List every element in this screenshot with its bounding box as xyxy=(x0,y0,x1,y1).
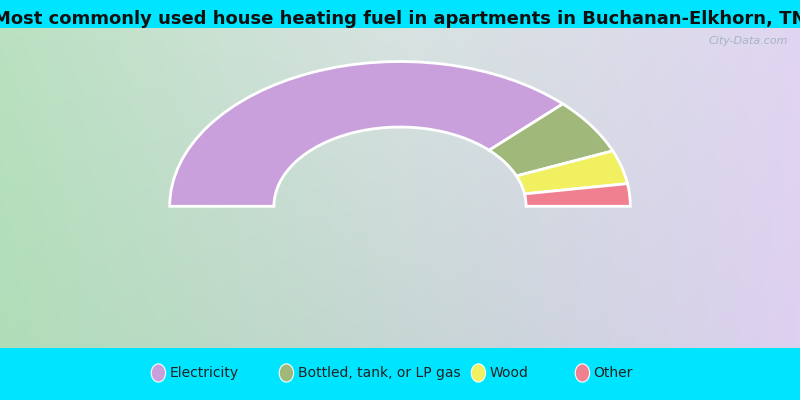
Wedge shape xyxy=(525,184,630,206)
Wedge shape xyxy=(489,104,613,176)
Ellipse shape xyxy=(151,364,166,382)
Wedge shape xyxy=(170,62,563,206)
Ellipse shape xyxy=(471,364,486,382)
Ellipse shape xyxy=(279,364,294,382)
Ellipse shape xyxy=(575,364,590,382)
Text: Most commonly used house heating fuel in apartments in Buchanan-Elkhorn, TN: Most commonly used house heating fuel in… xyxy=(0,10,800,28)
Text: City-Data.com: City-Data.com xyxy=(708,36,788,46)
Wedge shape xyxy=(517,151,627,194)
Text: Other: Other xyxy=(594,366,633,380)
Text: Bottled, tank, or LP gas: Bottled, tank, or LP gas xyxy=(298,366,460,380)
Text: Electricity: Electricity xyxy=(170,366,238,380)
Text: Wood: Wood xyxy=(490,366,529,380)
